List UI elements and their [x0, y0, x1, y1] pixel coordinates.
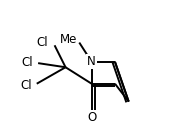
Text: O: O: [87, 111, 96, 124]
Text: N: N: [87, 55, 96, 68]
Text: Cl: Cl: [20, 79, 32, 92]
Text: Cl: Cl: [21, 56, 33, 69]
Text: Cl: Cl: [37, 36, 48, 49]
Text: Me: Me: [60, 33, 77, 46]
